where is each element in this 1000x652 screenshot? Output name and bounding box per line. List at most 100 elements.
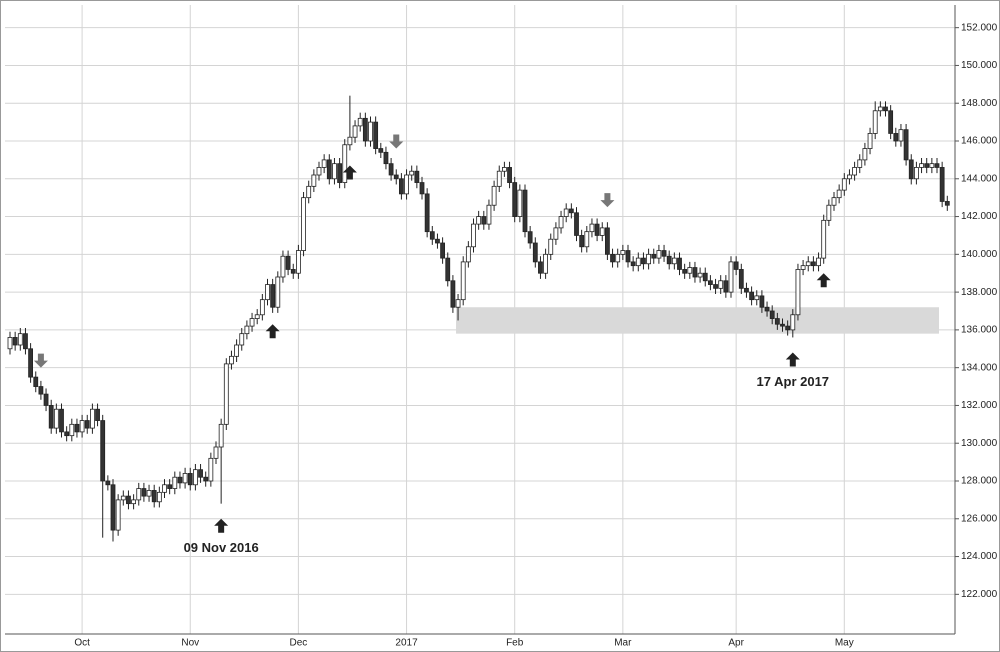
candle-body (538, 261, 543, 274)
candle-body (723, 280, 729, 293)
candle-body (543, 253, 548, 274)
candle-body (208, 457, 214, 482)
candle-body (816, 257, 821, 267)
candle-body (831, 197, 837, 206)
signal-arrow (785, 352, 800, 367)
candle-body (615, 253, 621, 263)
candle-body (146, 490, 152, 497)
candle-body (455, 299, 461, 308)
candle-body (646, 253, 651, 265)
candle-body (120, 495, 126, 501)
candle-body (321, 159, 327, 168)
candle-body (635, 257, 641, 267)
candle-body (110, 484, 116, 531)
y-tick-label: 128.000 (961, 476, 998, 487)
y-tick-label: 150.000 (961, 60, 998, 71)
plot: 09 Nov 2016 17 Apr 2017 (7, 95, 950, 555)
candle-body (919, 163, 924, 168)
candle-body (883, 106, 888, 112)
candle-body (496, 170, 502, 187)
candle-body (620, 250, 626, 255)
candle-body (749, 291, 754, 301)
candle-body (48, 405, 54, 429)
candle-body (532, 242, 538, 263)
candle-body (270, 284, 276, 308)
candle-body (203, 476, 209, 482)
candle-body (337, 163, 343, 183)
candle-body (84, 420, 90, 429)
candle-body (192, 469, 198, 486)
candle-body (929, 163, 935, 168)
candle-body (162, 484, 167, 493)
candle-body (79, 420, 85, 433)
candle-body (914, 167, 919, 180)
candle-body (38, 386, 44, 395)
candle-body (785, 325, 791, 331)
candle-body (404, 174, 409, 195)
candle-body (167, 484, 173, 489)
candle-body (718, 280, 724, 289)
x-tick-label: 2017 (395, 638, 418, 649)
candle-body (28, 348, 34, 378)
candle-body (17, 333, 23, 346)
y-tick-label: 134.000 (961, 362, 998, 373)
y-tick-label: 136.000 (961, 325, 998, 336)
y-tick-label: 126.000 (961, 513, 998, 524)
candle-body (239, 333, 245, 346)
candle-body (738, 269, 744, 289)
candle-body (841, 178, 847, 191)
candle-body (805, 261, 811, 267)
x-tick-label: Feb (506, 638, 524, 649)
candle-body (682, 269, 688, 274)
candle-body (151, 490, 157, 503)
candle-body (769, 310, 775, 319)
candle-body (398, 178, 404, 195)
candle-body (69, 423, 75, 437)
candle-body (471, 223, 476, 248)
candle-body (713, 284, 718, 289)
candle-body (671, 257, 677, 265)
candle-body (105, 480, 111, 486)
candle-body (357, 117, 363, 127)
candle-body (610, 253, 615, 263)
candle-body (64, 431, 70, 437)
candle-body (393, 174, 399, 180)
candle-body (630, 261, 636, 267)
candle-body (733, 261, 739, 270)
candle-body (656, 250, 662, 259)
candle-body (589, 223, 595, 233)
candle-body (893, 133, 899, 142)
candle-body (223, 363, 229, 425)
candle-body (450, 280, 456, 308)
candle-body (306, 185, 312, 199)
candle-body (934, 163, 940, 168)
candle-body (326, 159, 332, 180)
candle-body (728, 261, 734, 293)
signal-arrow (342, 165, 357, 180)
candle-body (352, 125, 358, 138)
candle-body (507, 167, 512, 183)
candle-body (702, 272, 708, 282)
candle-body (744, 287, 749, 293)
signal-arrow (214, 518, 229, 533)
candle-body (141, 488, 147, 497)
candle-body (944, 201, 950, 206)
candle-body (491, 185, 497, 206)
candle-body (836, 189, 842, 199)
candle-body (249, 318, 255, 327)
candle-body (811, 261, 816, 267)
candle-body (435, 238, 440, 244)
candle-body (666, 255, 672, 265)
candle-body (697, 272, 703, 278)
candle-body (368, 121, 373, 142)
candle-body (548, 238, 554, 255)
candle-body (563, 208, 569, 217)
candle-body (857, 159, 863, 168)
candle-body (213, 446, 219, 459)
candle-body (172, 476, 178, 489)
y-tick-label: 146.000 (961, 136, 998, 147)
candle-body (74, 423, 80, 433)
candle-body (522, 189, 528, 233)
candle-body (347, 136, 353, 146)
candle-body (280, 255, 286, 278)
